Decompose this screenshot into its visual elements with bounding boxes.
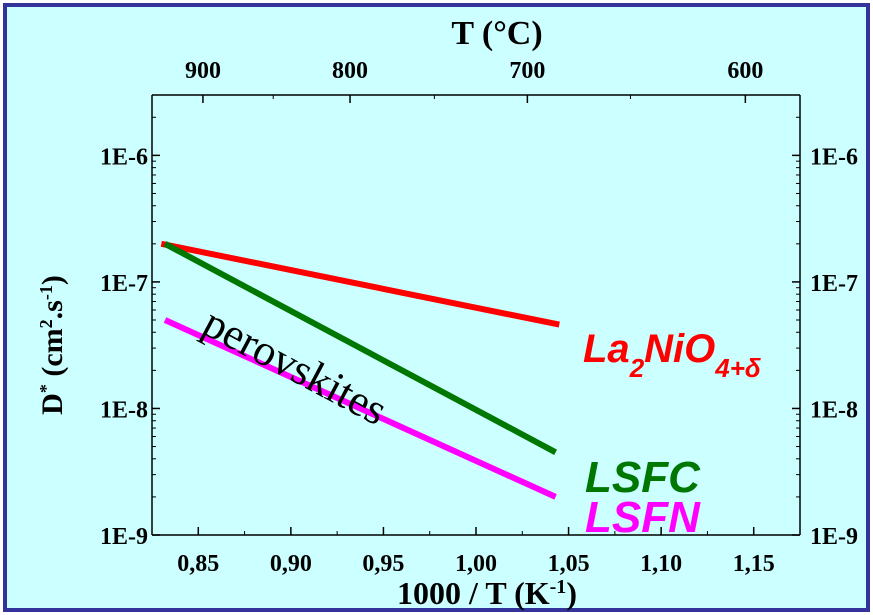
y-tick-label-left: 1E-9	[100, 524, 148, 550]
y-axis-title-dot: .s	[36, 300, 69, 319]
y-axis-title-close: )	[36, 275, 69, 285]
x-tick-label: 0,85	[177, 551, 219, 577]
y-axis-title-paren: (cm	[36, 328, 69, 384]
axis-ticks: 0,85 0,90 0,95 1,00 1,05 1,10 1,15 900 800 700 600…	[100, 58, 858, 577]
top-tick-label: 800	[332, 58, 368, 84]
x-tick-label: 1,05	[548, 551, 590, 577]
y-tick-label-left: 1E-8	[100, 397, 148, 423]
series-label-lsfn: LSFN	[585, 493, 701, 542]
y-axis-title: D* (cm2.s-1)	[36, 275, 69, 415]
top-tick-label: 600	[727, 58, 763, 84]
y-tick-label-right: 1E-8	[810, 397, 858, 423]
la2nio4-label-sub1: 2	[629, 353, 645, 383]
x-tick-label: 1,15	[733, 551, 775, 577]
series-lines	[160, 240, 560, 500]
top-axis-title: T (°C)	[451, 15, 542, 52]
x-axis-title-main: 1000 / T (K	[397, 575, 550, 611]
top-tick-label: 700	[509, 58, 545, 84]
y-axis-title-sup2: 2	[36, 319, 56, 328]
x-axis-title-end: )	[566, 575, 577, 611]
y-axis-title-base: D	[36, 393, 69, 415]
y-axis-title-star: *	[36, 384, 56, 393]
series-line-lsfn	[163, 317, 557, 500]
x-axis-title: 1000 / T (K-1)	[397, 575, 577, 611]
la2nio4-label-main: La	[583, 327, 630, 371]
y-tick-label-left: 1E-7	[100, 271, 148, 297]
y-axis-title-supm1: -1	[36, 285, 56, 300]
y-tick-label-right: 1E-7	[810, 271, 858, 297]
la2nio4-label-mid: NiO	[644, 327, 715, 371]
chart-background	[3, 3, 870, 612]
series-line-la2nio4	[160, 240, 560, 328]
x-tick-label: 0,95	[362, 551, 404, 577]
series-label-lsfc: LSFC	[585, 453, 701, 502]
y-tick-label-left: 1E-6	[100, 144, 148, 170]
series-line-lsfc	[163, 241, 558, 455]
series-label-la2nio4: La2NiO4+δ	[583, 327, 761, 383]
x-tick-label: 1,00	[455, 551, 497, 577]
x-tick-label: 1,10	[640, 551, 682, 577]
y-tick-label-right: 1E-9	[810, 524, 858, 550]
x-tick-label: 0,90	[270, 551, 312, 577]
x-axis-title-sup: -1	[550, 576, 567, 598]
la2nio4-label-sub2: 4+δ	[714, 353, 761, 383]
top-tick-label: 900	[185, 58, 221, 84]
y-tick-label-right: 1E-6	[810, 144, 858, 170]
